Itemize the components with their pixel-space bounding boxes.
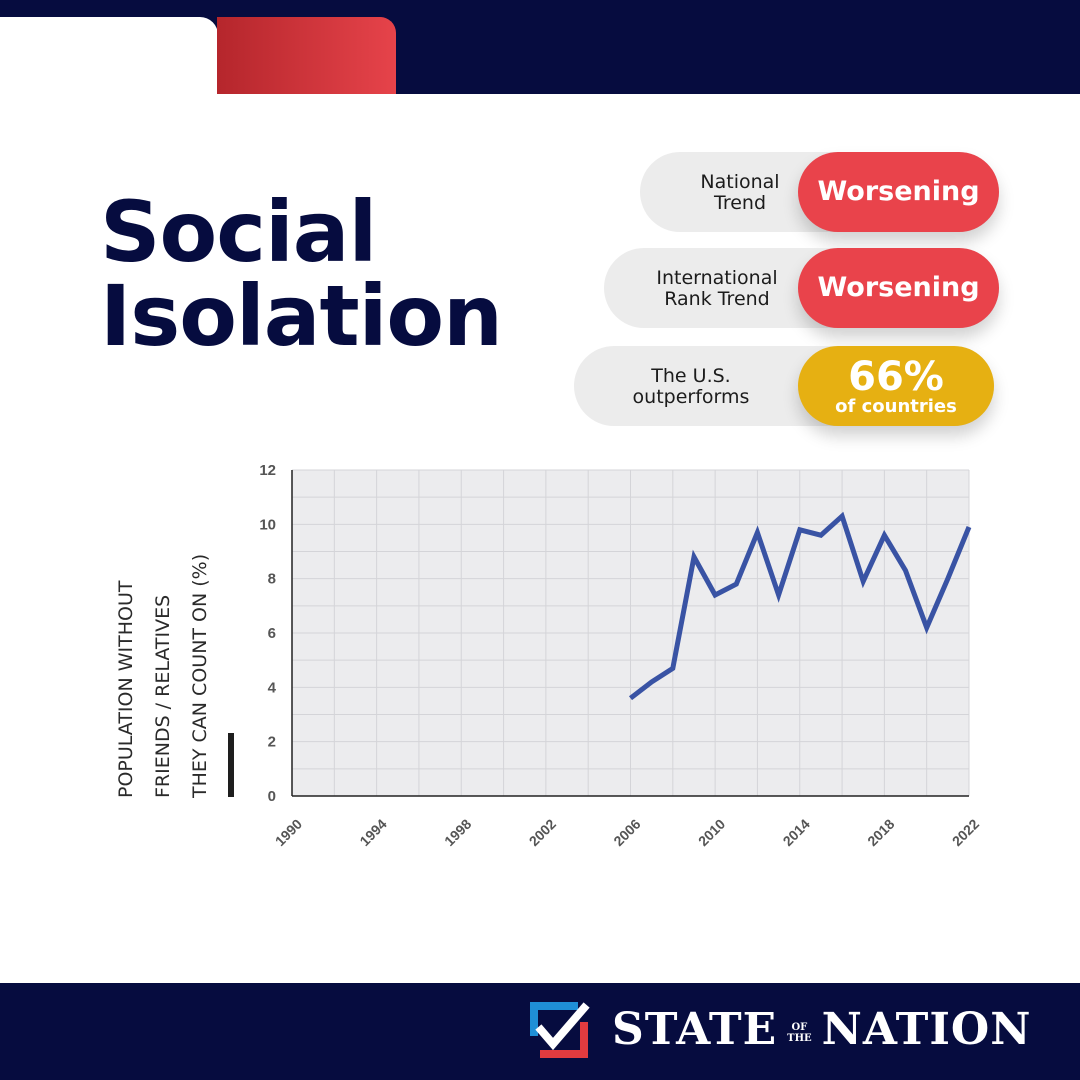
- checkmark-logo-icon: [530, 1002, 590, 1058]
- y-tick-label: 0: [268, 788, 276, 805]
- y-tick-label: 4: [268, 679, 277, 696]
- national-trend-badge: Worsening: [798, 152, 999, 232]
- x-tick-label: 1994: [356, 816, 389, 849]
- page-title: Social Isolation: [100, 183, 503, 365]
- x-tick-label: 1990: [272, 816, 305, 849]
- y-axis-label: POPULATION WITHOUT FRIENDS / RELATIVES T…: [108, 438, 219, 798]
- brand-of-the: OF THE: [787, 1021, 812, 1044]
- y-axis-label-line-1: POPULATION WITHOUT: [115, 580, 137, 799]
- y-axis-label-line-2: FRIENDS / RELATIVES: [152, 594, 174, 798]
- brand-logo: STATE OF THE NATION: [612, 1003, 1031, 1057]
- y-tick-label: 12: [259, 462, 276, 479]
- outperforms-percent: 66%: [848, 354, 944, 400]
- outperforms-badge: 66% of countries: [798, 346, 994, 426]
- x-tick-label: 2010: [695, 816, 728, 849]
- x-tick-label: 2006: [610, 816, 643, 849]
- y-axis-label-line-3: THEY CAN COUNT ON (%): [189, 553, 211, 798]
- top-red-tab: [217, 17, 396, 94]
- outperforms-label: The U.S. outperforms: [632, 365, 750, 408]
- outperforms-caption: of countries: [835, 396, 957, 417]
- y-tick-label: 10: [259, 516, 276, 533]
- y-tick-label: 8: [268, 571, 276, 588]
- brand-word-nation: NATION: [821, 1004, 1032, 1055]
- x-tick-label: 2014: [780, 816, 813, 849]
- y-tick-label: 2: [268, 734, 276, 751]
- top-white-tab: [0, 17, 218, 94]
- x-tick-label: 2018: [864, 816, 897, 849]
- x-tick-label: 1998: [441, 816, 474, 849]
- brand-word-state: STATE: [612, 1004, 778, 1055]
- x-tick-label: 2022: [949, 816, 982, 849]
- title-line-1: Social: [100, 183, 377, 281]
- x-tick-label: 2002: [526, 816, 559, 849]
- y-axis-accent-bar: [228, 733, 234, 797]
- line-chart: 0 2 4 6 8 10 12 1990 1994 1998 2002 2006 2010 2014 201…: [259, 462, 982, 849]
- y-tick-label: 6: [268, 625, 276, 642]
- title-line-2: Isolation: [100, 267, 503, 365]
- national-trend-label: National Trend: [700, 171, 780, 214]
- international-rank-trend-badge: Worsening: [798, 248, 999, 328]
- international-rank-trend-label: International Rank Trend: [656, 267, 778, 310]
